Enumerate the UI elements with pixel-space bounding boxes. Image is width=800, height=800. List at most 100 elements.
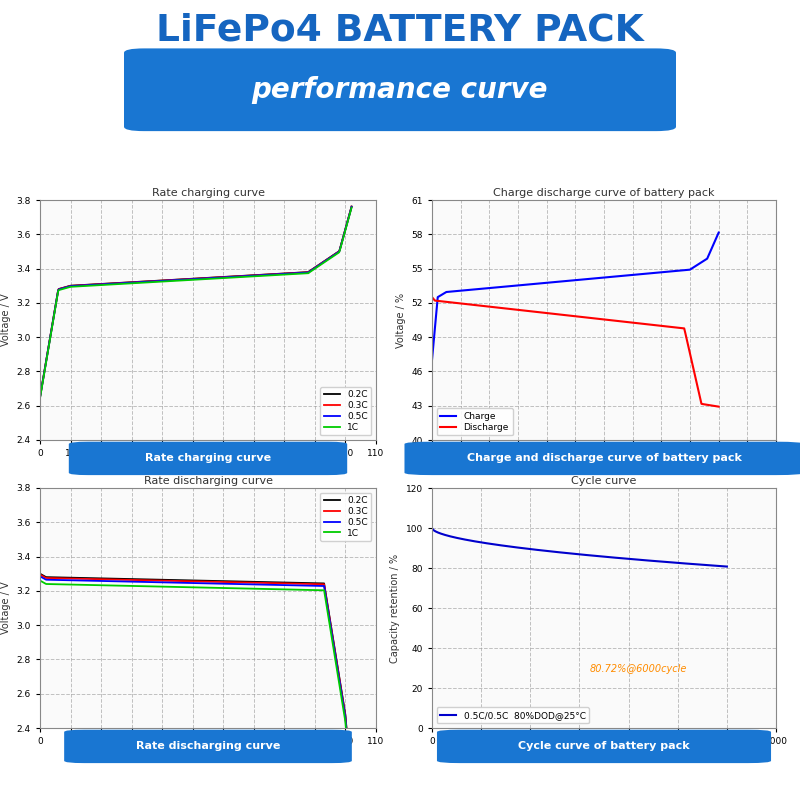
0.5C/0.5C  80%DOD@25°C <box>567 549 577 558</box>
0.2C <box>187 576 197 586</box>
0.5C <box>339 230 349 239</box>
Charge <box>707 243 717 253</box>
Y-axis label: Voltage / V: Voltage / V <box>1 582 11 634</box>
Charge <box>427 355 437 365</box>
0.2C <box>183 274 193 284</box>
1C <box>298 585 308 594</box>
Legend: 0.5C/0.5C  80%DOD@25°C: 0.5C/0.5C 80%DOD@25°C <box>437 707 590 723</box>
0.2C <box>290 268 300 278</box>
FancyBboxPatch shape <box>124 48 676 131</box>
X-axis label: Capacity percent / %: Capacity percent / % <box>157 751 259 762</box>
0.2C <box>204 273 214 282</box>
Line: Charge: Charge <box>432 233 718 360</box>
0.3C <box>204 273 214 282</box>
1C <box>183 275 193 285</box>
1C <box>209 583 218 593</box>
0.5C <box>204 274 214 283</box>
Text: Rate charging curve: Rate charging curve <box>145 454 271 463</box>
Title: Rate charging curve: Rate charging curve <box>151 188 265 198</box>
0.3C <box>35 393 45 402</box>
1C <box>339 230 349 240</box>
0.5C <box>290 269 300 278</box>
0.3C <box>35 570 45 579</box>
Discharge <box>598 314 607 324</box>
1C <box>204 274 214 284</box>
Line: 0.2C: 0.2C <box>40 206 351 397</box>
Charge <box>563 276 573 286</box>
0.5C <box>187 578 197 588</box>
Text: performance curve: performance curve <box>252 76 548 104</box>
Line: Discharge: Discharge <box>432 297 718 406</box>
0.5C/0.5C  80%DOD@25°C <box>669 558 678 567</box>
0.5C <box>226 579 236 589</box>
Charge <box>662 267 672 277</box>
Discharge <box>662 322 672 331</box>
0.5C/0.5C  80%DOD@25°C <box>602 552 612 562</box>
1C <box>185 275 194 285</box>
Legend: Charge, Discharge: Charge, Discharge <box>437 409 513 435</box>
0.3C <box>290 268 300 278</box>
1C <box>346 203 356 213</box>
0.2C <box>221 272 230 282</box>
Line: 0.5C/0.5C  80%DOD@25°C: 0.5C/0.5C 80%DOD@25°C <box>432 528 727 566</box>
Discharge <box>563 310 573 320</box>
Line: 1C: 1C <box>40 581 361 800</box>
FancyBboxPatch shape <box>64 730 352 763</box>
Title: Rate discharging curve: Rate discharging curve <box>143 476 273 486</box>
Y-axis label: Voltage / V: Voltage / V <box>1 294 11 346</box>
Legend: 0.2C, 0.3C, 0.5C, 1C: 0.2C, 0.3C, 0.5C, 1C <box>320 493 371 541</box>
Legend: 0.2C, 0.3C, 0.5C, 1C: 0.2C, 0.3C, 0.5C, 1C <box>320 387 371 435</box>
Title: Charge discharge curve of battery pack: Charge discharge curve of battery pack <box>494 188 714 198</box>
0.3C <box>221 272 230 282</box>
Discharge <box>565 311 574 321</box>
Line: 0.3C: 0.3C <box>40 206 351 398</box>
0.3C <box>185 274 194 284</box>
Line: 0.5C: 0.5C <box>40 576 361 800</box>
Y-axis label: Voltage / %: Voltage / % <box>396 293 406 347</box>
0.5C <box>209 578 218 588</box>
0.5C/0.5C  80%DOD@25°C <box>427 523 437 533</box>
0.2C <box>35 569 45 578</box>
0.5C <box>190 578 199 588</box>
Charge <box>598 273 607 282</box>
0.2C <box>339 229 349 238</box>
1C <box>190 582 199 592</box>
1C <box>226 583 236 593</box>
0.5C/0.5C  80%DOD@25°C <box>569 549 578 558</box>
X-axis label: Capacity percent / %: Capacity percent / % <box>157 463 259 474</box>
0.5C <box>221 273 230 282</box>
0.3C <box>339 229 349 238</box>
FancyBboxPatch shape <box>69 442 347 475</box>
Text: Charge and discharge curve of battery pack: Charge and discharge curve of battery pa… <box>466 454 742 463</box>
0.2C <box>185 274 194 284</box>
FancyBboxPatch shape <box>437 730 771 763</box>
0.5C/0.5C  80%DOD@25°C <box>715 562 725 571</box>
Discharge <box>582 313 592 322</box>
0.3C <box>190 577 199 586</box>
0.5C/0.5C  80%DOD@25°C <box>722 562 732 571</box>
1C <box>290 269 300 278</box>
0.3C <box>226 578 236 587</box>
0.3C <box>209 577 218 586</box>
X-axis label: Capacity percent / %: Capacity percent / % <box>553 463 655 474</box>
0.5C <box>35 393 45 402</box>
1C <box>35 576 45 586</box>
Charge <box>565 276 574 286</box>
0.2C <box>346 202 356 211</box>
0.2C <box>298 578 308 588</box>
Discharge <box>707 401 717 410</box>
0.3C <box>183 274 193 284</box>
Text: 80.72%@6000cycle: 80.72%@6000cycle <box>590 664 686 674</box>
Line: 0.2C: 0.2C <box>40 574 361 800</box>
0.2C <box>226 577 236 586</box>
1C <box>187 582 197 592</box>
0.3C <box>298 579 308 589</box>
0.2C <box>35 392 45 402</box>
0.5C <box>35 571 45 581</box>
0.5C/0.5C  80%DOD@25°C <box>586 550 596 560</box>
Text: LiFePo4 BATTERY PACK: LiFePo4 BATTERY PACK <box>156 12 644 48</box>
0.3C <box>346 202 356 211</box>
0.5C <box>183 274 193 284</box>
Discharge <box>714 402 723 411</box>
0.2C <box>209 576 218 586</box>
